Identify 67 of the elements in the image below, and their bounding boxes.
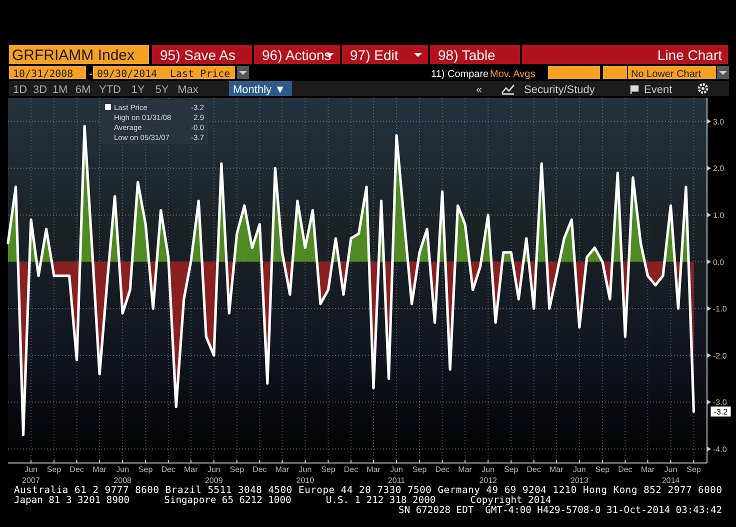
y-tick-label: -1.0 (713, 304, 728, 314)
y-tick-label: 3.0 (713, 117, 725, 126)
x-tick-label: Sep (230, 465, 245, 474)
x-tick-label: Mar (640, 465, 655, 474)
y-tick-label: 0.0 (713, 258, 725, 267)
x-tick-label: Dec (435, 465, 450, 474)
x-tick-label: Jun 2011 (388, 465, 406, 485)
text: No Lower Chart (631, 69, 702, 80)
text: Event (644, 84, 672, 96)
x-tick-label: Jun 2007 (22, 465, 40, 485)
text: 11) Compare (431, 69, 490, 80)
text: Last Price (170, 69, 230, 80)
text: Monthly ▼ (233, 84, 286, 96)
x-tick-label: Dec (344, 465, 358, 474)
text: Mov. Avgs (490, 69, 536, 80)
text: 5Y (155, 84, 170, 96)
x-tick-label: Sep (504, 465, 519, 474)
y-tick-label: -2.0 (713, 351, 728, 360)
x-tick-label: Dec (618, 465, 632, 474)
x-tick-label: Jun 2010 (296, 465, 315, 485)
x-tick-label: Sep (321, 465, 336, 474)
text: 97) Edit (350, 47, 398, 63)
x-tick-label: Dec (70, 465, 84, 474)
text: - (88, 69, 94, 80)
x-tick-label: Jun 2008 (114, 465, 132, 485)
text: Max (178, 84, 199, 96)
y-tick-label: -3.0 (713, 398, 728, 408)
x-tick-label: Dec (252, 465, 267, 474)
text: 1D (12, 84, 28, 96)
text: « (476, 84, 482, 96)
x-tick-label: Dec (161, 465, 176, 474)
x-tick-label: Sep (138, 465, 154, 474)
x-tick-label: Dec (526, 465, 541, 474)
x-tick-label: Sep (595, 465, 610, 474)
text: SN 672028 EDT GMT-4:00 H429-5708-0 31-Oct-2014 03:43:42 (398, 505, 722, 516)
text: 6M (75, 84, 91, 96)
text: Line Chart (657, 47, 722, 63)
text: 96) Actions (262, 47, 332, 63)
x-tick-label: Sep (46, 465, 62, 474)
x-tick-label: Jun 2014 (662, 465, 680, 485)
x-tick-label: Jun 2009 (205, 465, 224, 485)
x-tick-label: Mar (550, 465, 564, 474)
text: 1Y (131, 84, 146, 96)
text: Japan 81 3 3201 8900 Singapore 65 6212 1000 U.S. 1 212 318 2000 Copyright 2014 (14, 495, 552, 506)
text: 10/31/2008 (13, 69, 74, 80)
text: YTD (99, 84, 122, 96)
y-tick-label: 2.0 (713, 164, 725, 174)
annotation: -3.2 (714, 408, 728, 417)
x-tick-label: Mar (458, 465, 472, 474)
text: 1M (52, 84, 68, 96)
text: 09/30/2014 (97, 69, 158, 80)
x-tick-label: Sep (686, 465, 702, 474)
x-tick-label: Mar (366, 465, 381, 474)
text: Security/Study (524, 84, 596, 96)
text: Australia 61 2 9777 8600 Brazil 5511 3048 4500 Europe 44 20 7330 7500 Germany 49 69 9204 1210 Hong Kong 852 2977 6000 (14, 485, 722, 496)
chart-title: GRFRIAMM Index (12, 47, 136, 64)
x-tick-label: Jun 2012 (479, 465, 498, 485)
x-tick-label: Jun 2013 (570, 465, 589, 485)
y-tick-label: -4.0 (713, 444, 728, 454)
x-tick-label: Sep (412, 465, 428, 474)
text: 95) Save As (160, 47, 236, 63)
x-tick-label: Mar (275, 465, 290, 474)
y-tick-label: 1.0 (713, 210, 725, 220)
x-tick-label: Mar (92, 465, 107, 474)
text: 98) Table (438, 47, 496, 63)
text: 3D (32, 84, 48, 96)
x-tick-label: Mar (184, 465, 198, 474)
